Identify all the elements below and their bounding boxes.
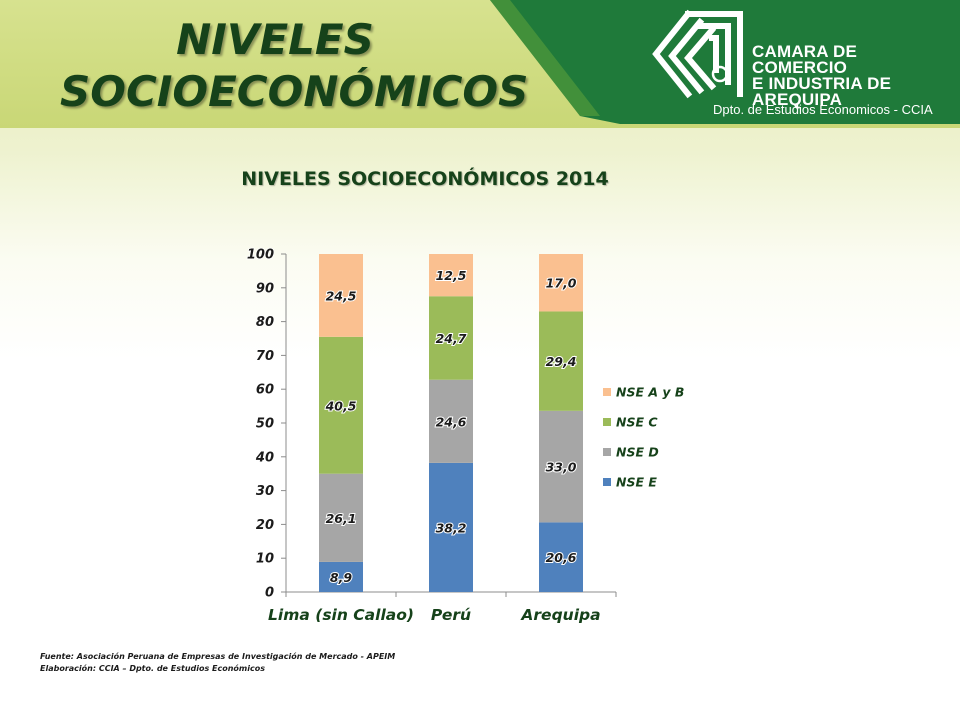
bar-nse-a-y-b-lima-sin-callao <box>319 254 363 337</box>
chart-title: NIVELES SOCIOECONÓMICOS 2014 <box>241 168 609 190</box>
organization-department: Dpto. de Estudios Economicos - CCIA <box>713 102 933 117</box>
organization-name-line-3: AREQUIPA <box>752 90 843 109</box>
data-label-nse-c-lima-sin-callao: 40,5 <box>325 398 357 413</box>
bar-nse-d-lima-sin-callao <box>319 473 363 562</box>
bar-nse-d-peru <box>429 379 473 463</box>
data-label-nse-e-arequipa: 20,6 <box>546 550 577 565</box>
data-label-nse-d-lima-sin-callao: 26,1 <box>326 511 357 526</box>
bar-nse-e-peru <box>429 462 473 592</box>
legend-label-nse-c: NSE C <box>616 415 658 430</box>
data-label-nse-c-peru: 24,7 <box>436 331 467 346</box>
y-tick-label: 50 <box>256 417 274 432</box>
y-tick-label: 90 <box>256 281 274 296</box>
data-label-nse-e-lima-sin-callao: 8,9 <box>330 570 352 585</box>
legend-label-nse-e: NSE E <box>616 475 657 490</box>
data-label-nse-c-arequipa: 29,4 <box>546 354 577 369</box>
legend-swatch-nse-d <box>603 448 611 456</box>
organization-name: CAMARA DE COMERCIO E INDUSTRIA DE AREQUI… <box>752 42 957 109</box>
organization-name-line-1: CAMARA DE COMERCIO <box>752 42 858 77</box>
data-label-nse-d-arequipa: 33,0 <box>546 460 577 475</box>
y-tick-label: 100 <box>247 248 274 263</box>
data-label-nse-a-y-b-peru: 12,5 <box>436 268 467 283</box>
bar-nse-e-lima-sin-callao <box>319 561 363 592</box>
page-title-line-2: SOCIOECONÓMICOS <box>60 67 529 116</box>
legend-label-nse-a-y-b: NSE A y B <box>616 385 684 400</box>
data-label-nse-a-y-b-arequipa: 17,0 <box>546 276 577 291</box>
bar-nse-a-y-b-arequipa <box>539 254 583 312</box>
legend-swatch-nse-a-y-b <box>603 388 611 396</box>
data-label-nse-d-peru: 24,6 <box>436 414 467 429</box>
data-label-nse-a-y-b-lima-sin-callao: 24,5 <box>326 288 357 303</box>
category-label-arequipa: Arequipa <box>520 606 600 624</box>
legend-swatch-nse-e <box>603 478 611 486</box>
y-tick-label: 20 <box>256 518 274 533</box>
organization-block <box>470 0 960 124</box>
y-tick-label: 30 <box>256 484 274 499</box>
bar-nse-a-y-b-peru <box>429 254 473 297</box>
y-tick-label: 70 <box>256 349 274 364</box>
y-tick-label: 0 <box>265 586 274 601</box>
bar-nse-c-peru <box>429 296 473 380</box>
y-tick-label: 60 <box>256 383 274 398</box>
ccia-logo-icon <box>652 9 743 99</box>
category-label-lima-sin-callao: Lima (sin Callao) <box>268 606 414 624</box>
legend-label-nse-d: NSE D <box>616 445 659 460</box>
elaboration-text: Elaboración: CCIA – Dpto. de Estudios Ec… <box>40 664 265 673</box>
source-notes: Fuente: Asociación Peruana de Empresas d… <box>40 651 740 675</box>
organization-name-line-2: E INDUSTRIA DE <box>752 74 892 93</box>
source-text: Fuente: Asociación Peruana de Empresas d… <box>40 652 396 661</box>
category-label-peru: Perú <box>431 606 471 624</box>
page-title: NIVELES SOCIOECONÓMICOS <box>60 14 529 118</box>
bar-nse-c-lima-sin-callao <box>319 336 363 474</box>
data-label-nse-e-peru: 38,2 <box>436 520 467 535</box>
y-tick-label: 80 <box>256 315 274 330</box>
bar-nse-e-arequipa <box>539 522 583 592</box>
bar-nse-d-arequipa <box>539 410 583 523</box>
legend-swatch-nse-c <box>603 418 611 426</box>
page-title-line-1: NIVELES <box>176 15 374 64</box>
y-tick-label: 10 <box>256 552 274 567</box>
bar-nse-c-arequipa <box>539 311 583 411</box>
y-tick-label: 40 <box>255 450 274 465</box>
